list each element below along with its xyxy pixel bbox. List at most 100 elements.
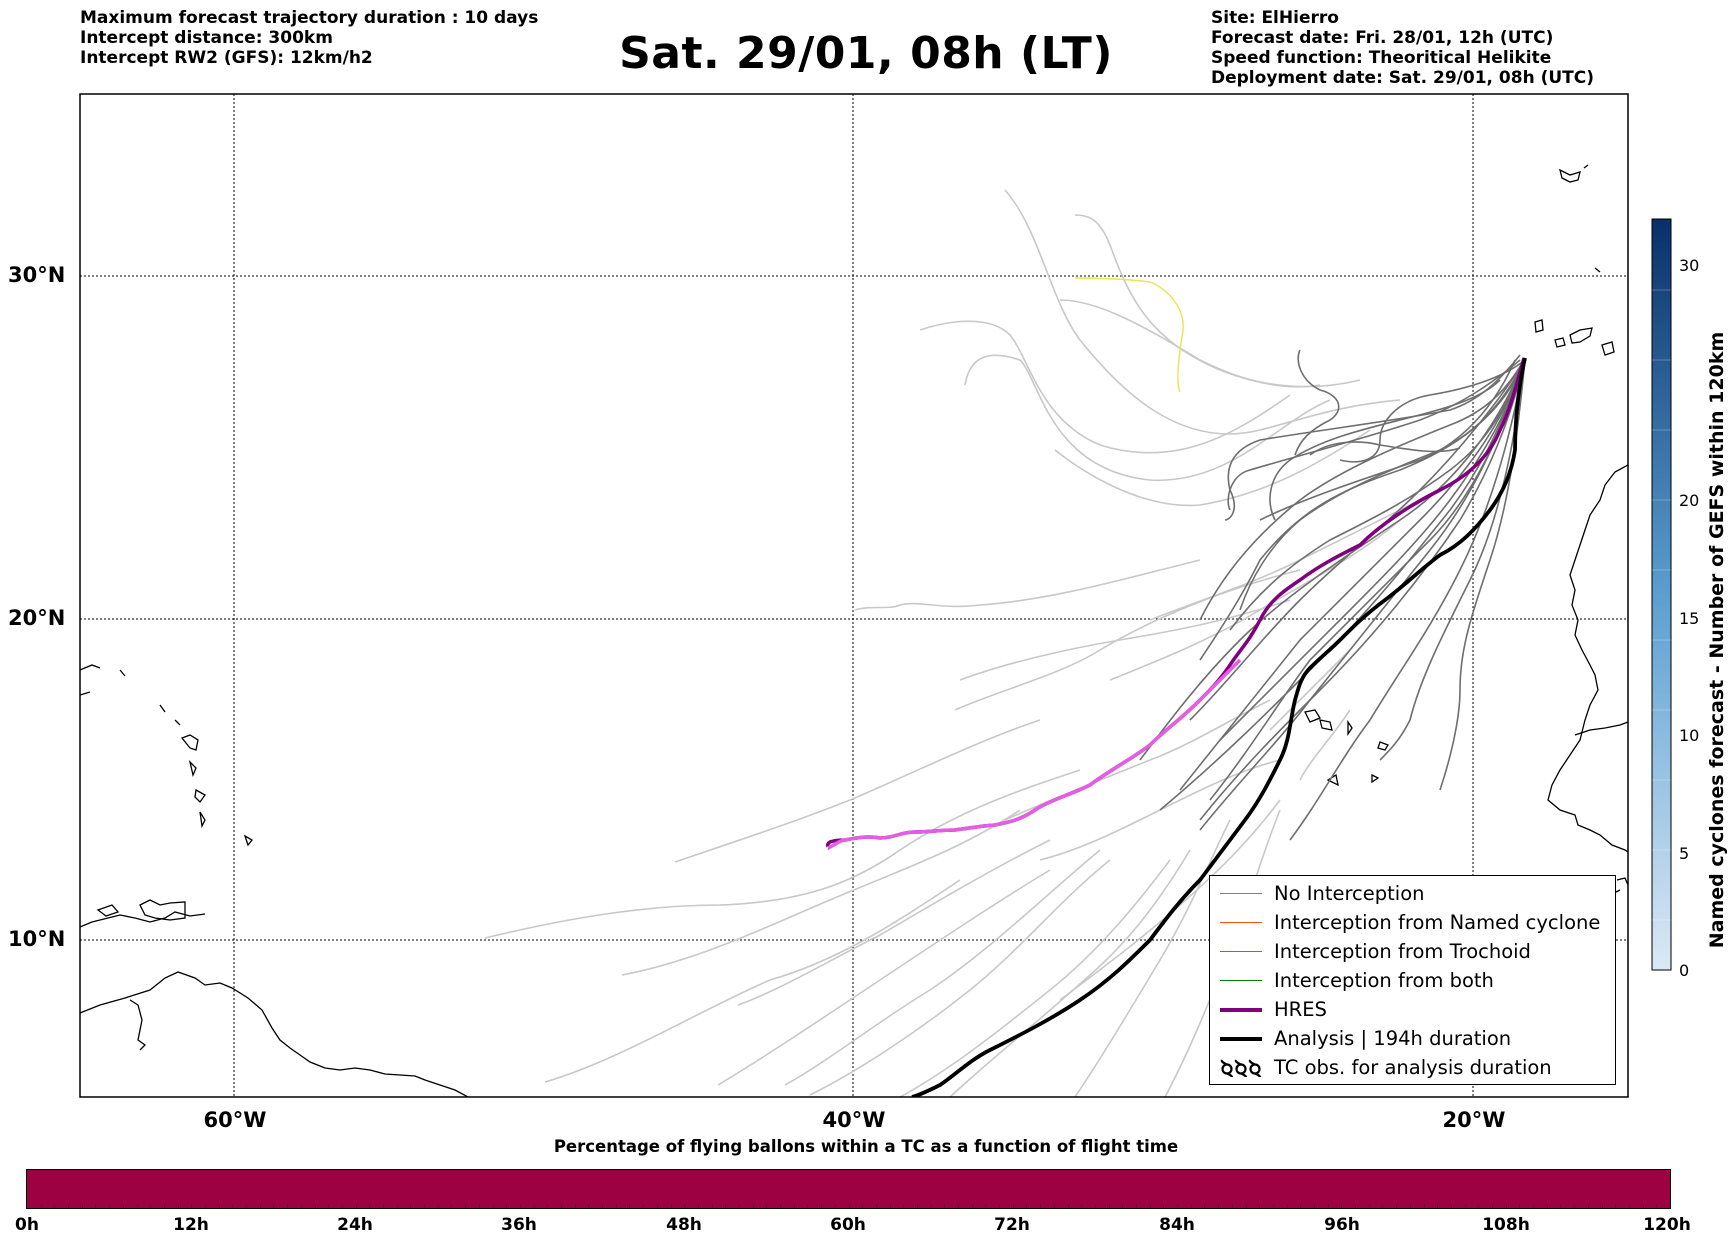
colorbar-minor-tick	[1533, 1204, 1535, 1208]
colorbar-minor-tick	[1300, 1204, 1302, 1208]
colorbar-minor-tick	[1327, 1204, 1329, 1208]
site-info: Site: ElHierro Forecast date: Fri. 28/01…	[1211, 8, 1594, 88]
colorbar-minor-tick	[1245, 1204, 1247, 1208]
colorbar-minor-tick	[533, 1204, 535, 1208]
colorbar-minor-tick	[478, 1204, 480, 1208]
colorbar-minor-tick	[1026, 1204, 1028, 1208]
page-title: Sat. 29/01, 08h (LT)	[619, 28, 1113, 79]
colorbar-minor-tick	[95, 1204, 97, 1208]
yellow-trajectory	[1074, 277, 1184, 393]
colorbar-minor-tick	[1492, 1204, 1493, 1208]
colorbar-minor-tick	[1218, 1204, 1220, 1208]
legend-swatch	[1220, 922, 1262, 923]
colorbar-minor-tick	[437, 1204, 439, 1208]
legend-swatch	[1220, 893, 1262, 894]
site-text: Site: ElHierro	[1211, 8, 1339, 28]
colorbar-minor-tick	[81, 1204, 83, 1208]
colorbar-minor-tick	[424, 1204, 426, 1208]
flight-time-tick-12h: 12h	[173, 1215, 209, 1235]
colorbar-minor-tick	[848, 1204, 850, 1208]
colorbar-minor-tick	[300, 1204, 302, 1208]
flight-time-tick-72h: 72h	[994, 1215, 1030, 1235]
colorbar-minor-tick	[985, 1204, 987, 1208]
colorbar-minor-tick	[396, 1204, 398, 1208]
coastline	[80, 164, 1628, 1097]
colorbar-minor-tick	[1272, 1204, 1274, 1208]
colorbar-minor-tick	[519, 1204, 521, 1208]
colorbar-minor-tick	[1505, 1204, 1507, 1208]
colorbar-minor-tick	[780, 1204, 782, 1208]
speed-function-text: Speed function: Theoritical Helikite	[1211, 48, 1552, 68]
lon-label-40w: 40°W	[822, 1108, 886, 1132]
bottom-colorbar	[26, 1169, 1671, 1209]
flight-time-tick-36h: 36h	[501, 1215, 537, 1235]
legend: No Interception Interception from Named …	[1209, 875, 1616, 1085]
max-duration-text: Maximum forecast trajectory duration : 1…	[80, 8, 539, 28]
lat-label-30n: 30°N	[8, 263, 66, 287]
colorbar-minor-tick	[1053, 1204, 1055, 1208]
colorbar-minor-tick	[191, 1204, 193, 1208]
colorbar-minor-tick	[68, 1204, 70, 1208]
colorbar-minor-tick	[451, 1204, 453, 1208]
colorbar-tick-15: 15	[1679, 609, 1700, 628]
colorbar-minor-tick	[1341, 1204, 1343, 1208]
colorbar-minor-tick	[465, 1204, 467, 1208]
colorbar-minor-tick	[834, 1204, 836, 1208]
colorbar-minor-tick	[177, 1204, 179, 1208]
colorbar-minor-tick	[1355, 1204, 1357, 1208]
legend-label: Interception from Named cyclone	[1274, 911, 1601, 934]
colorbar-minor-tick	[944, 1204, 946, 1208]
colorbar-minor-tick	[930, 1204, 932, 1208]
colorbar-minor-tick	[643, 1204, 645, 1208]
cyclone-symbol-icon	[1220, 1059, 1262, 1077]
legend-label: Interception from both	[1274, 969, 1494, 992]
colorbar-minor-tick	[1560, 1204, 1562, 1208]
legend-swatch	[1220, 980, 1262, 981]
colorbar-minor-tick	[1136, 1204, 1138, 1208]
colorbar-minor-tick	[1204, 1204, 1206, 1208]
colorbar-minor-tick	[136, 1204, 138, 1208]
lon-label-60w: 60°W	[203, 1108, 267, 1132]
colorbar-tick-20: 20	[1679, 491, 1700, 510]
colorbar-minor-tick	[1259, 1204, 1261, 1208]
colorbar-minor-tick	[1615, 1204, 1617, 1208]
flight-time-tick-48h: 48h	[666, 1215, 702, 1235]
colorbar-minor-tick	[122, 1204, 124, 1208]
colorbar-tick-30: 30	[1679, 256, 1700, 275]
colorbar-minor-tick	[1423, 1204, 1425, 1208]
hres-trajectory	[825, 357, 1526, 850]
colorbar-minor-tick	[1478, 1204, 1480, 1208]
colorbar-minor-tick	[999, 1204, 1001, 1208]
lat-label-20n: 20°N	[8, 606, 66, 630]
colorbar-minor-tick	[547, 1204, 549, 1208]
flight-time-tick-120h: 120h	[1643, 1215, 1691, 1235]
colorbar-minor-tick	[355, 1204, 357, 1208]
legend-label: HRES	[1274, 998, 1327, 1021]
colorbar-minor-tick	[204, 1204, 206, 1208]
legend-swatch	[1220, 1008, 1262, 1012]
flight-time-tick-60h: 60h	[830, 1215, 866, 1235]
legend-swatch	[1220, 951, 1262, 952]
legend-item-hres: HRES	[1210, 996, 1615, 1024]
legend-item-analysis: Analysis | 194h duration	[1210, 1025, 1615, 1053]
colorbar-minor-tick	[1040, 1204, 1042, 1208]
flight-time-tick-0h: 0h	[15, 1215, 39, 1235]
colorbar-minor-tick	[697, 1204, 699, 1208]
legend-label: Analysis | 194h duration	[1274, 1027, 1512, 1050]
flight-time-tick-96h: 96h	[1324, 1215, 1360, 1235]
lon-label-20w: 20°W	[1442, 1108, 1506, 1132]
colorbar-minor-tick	[670, 1204, 672, 1208]
colorbar-minor-tick	[506, 1204, 508, 1208]
colorbar-minor-tick	[314, 1204, 316, 1208]
colorbar-minor-tick	[711, 1204, 713, 1208]
legend-label: TC obs. for analysis duration	[1274, 1056, 1552, 1079]
colorbar-minor-tick	[1642, 1204, 1644, 1208]
flight-time-tick-24h: 24h	[337, 1215, 373, 1235]
legend-swatch	[1220, 1037, 1262, 1041]
deployment-date-text: Deployment date: Sat. 29/01, 08h (UTC)	[1211, 68, 1595, 88]
colorbar-minor-tick	[328, 1204, 330, 1208]
legend-label: Interception from Trochoid	[1274, 940, 1531, 963]
colorbar-minor-tick	[684, 1204, 686, 1208]
colorbar-minor-tick	[1382, 1204, 1384, 1208]
colorbar-minor-tick	[1067, 1204, 1069, 1208]
